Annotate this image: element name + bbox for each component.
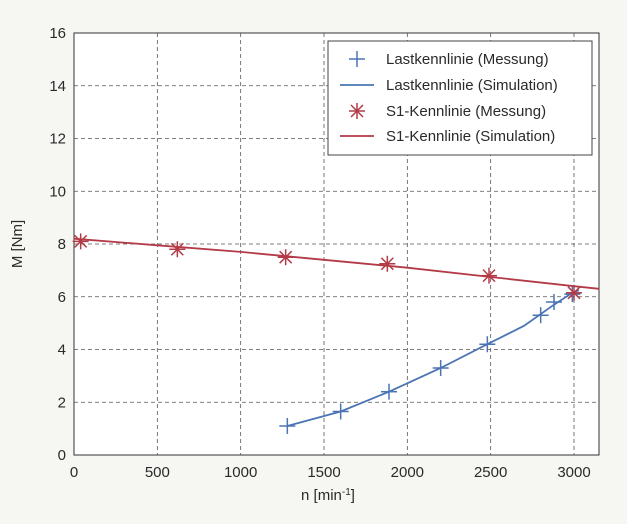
data-point-star [566, 284, 582, 301]
legend: Lastkennlinie (Messung) Lastkennlinie (Si… [327, 40, 593, 156]
data-point-star [379, 255, 396, 272]
x-tick-label: 2500 [474, 464, 507, 481]
series-line [73, 237, 600, 290]
grid [74, 33, 599, 455]
legend-label: Lastkennlinie (Simulation) [386, 77, 558, 94]
y-tick-label: 10 [49, 183, 66, 200]
y-tick-label: 16 [49, 25, 66, 42]
y-axis-label: M [Nm] [9, 220, 26, 268]
data-point-plus [479, 336, 496, 353]
data-point-plus [279, 417, 296, 434]
data-point-plus [332, 403, 349, 420]
data-point-star [349, 103, 365, 119]
x-tick-label: 1500 [307, 464, 340, 481]
legend-label: Lastkennlinie (Messung) [386, 51, 549, 68]
data-point-plus [532, 307, 549, 324]
legend-label: S1-Kennlinie (Simulation) [386, 128, 555, 145]
x-tick-label: 0 [70, 464, 78, 481]
y-tick-label: 14 [49, 78, 66, 95]
data-point-plus [381, 383, 397, 400]
x-axis-label: n [min-1] [301, 487, 355, 505]
x-tick-label: 2000 [391, 464, 424, 481]
y-tick-label: 12 [49, 131, 66, 148]
y-tick-label: 6 [58, 289, 66, 306]
data-point-plus [546, 294, 562, 311]
y-tick-label: 4 [58, 342, 66, 359]
x-tick-label: 3000 [557, 464, 590, 481]
data-point-star [277, 249, 294, 266]
axis-ticks: 0 500 1000 1500 2000 2500 3000 0 2 4 6 8 10 12 14 16 [49, 25, 590, 481]
y-tick-label: 8 [58, 236, 66, 253]
data-point-plus [349, 51, 365, 67]
data-point-star [169, 241, 186, 258]
legend-label: S1-Kennlinie (Messung) [386, 103, 546, 120]
data-point-star [72, 233, 89, 250]
y-tick-label: 0 [58, 447, 66, 464]
data-point-plus [432, 359, 449, 376]
series-layer [72, 233, 600, 434]
x-tick-label: 500 [145, 464, 170, 481]
data-point-star [481, 267, 497, 284]
y-tick-label: 2 [58, 394, 66, 411]
x-tick-label: 1000 [224, 464, 257, 481]
